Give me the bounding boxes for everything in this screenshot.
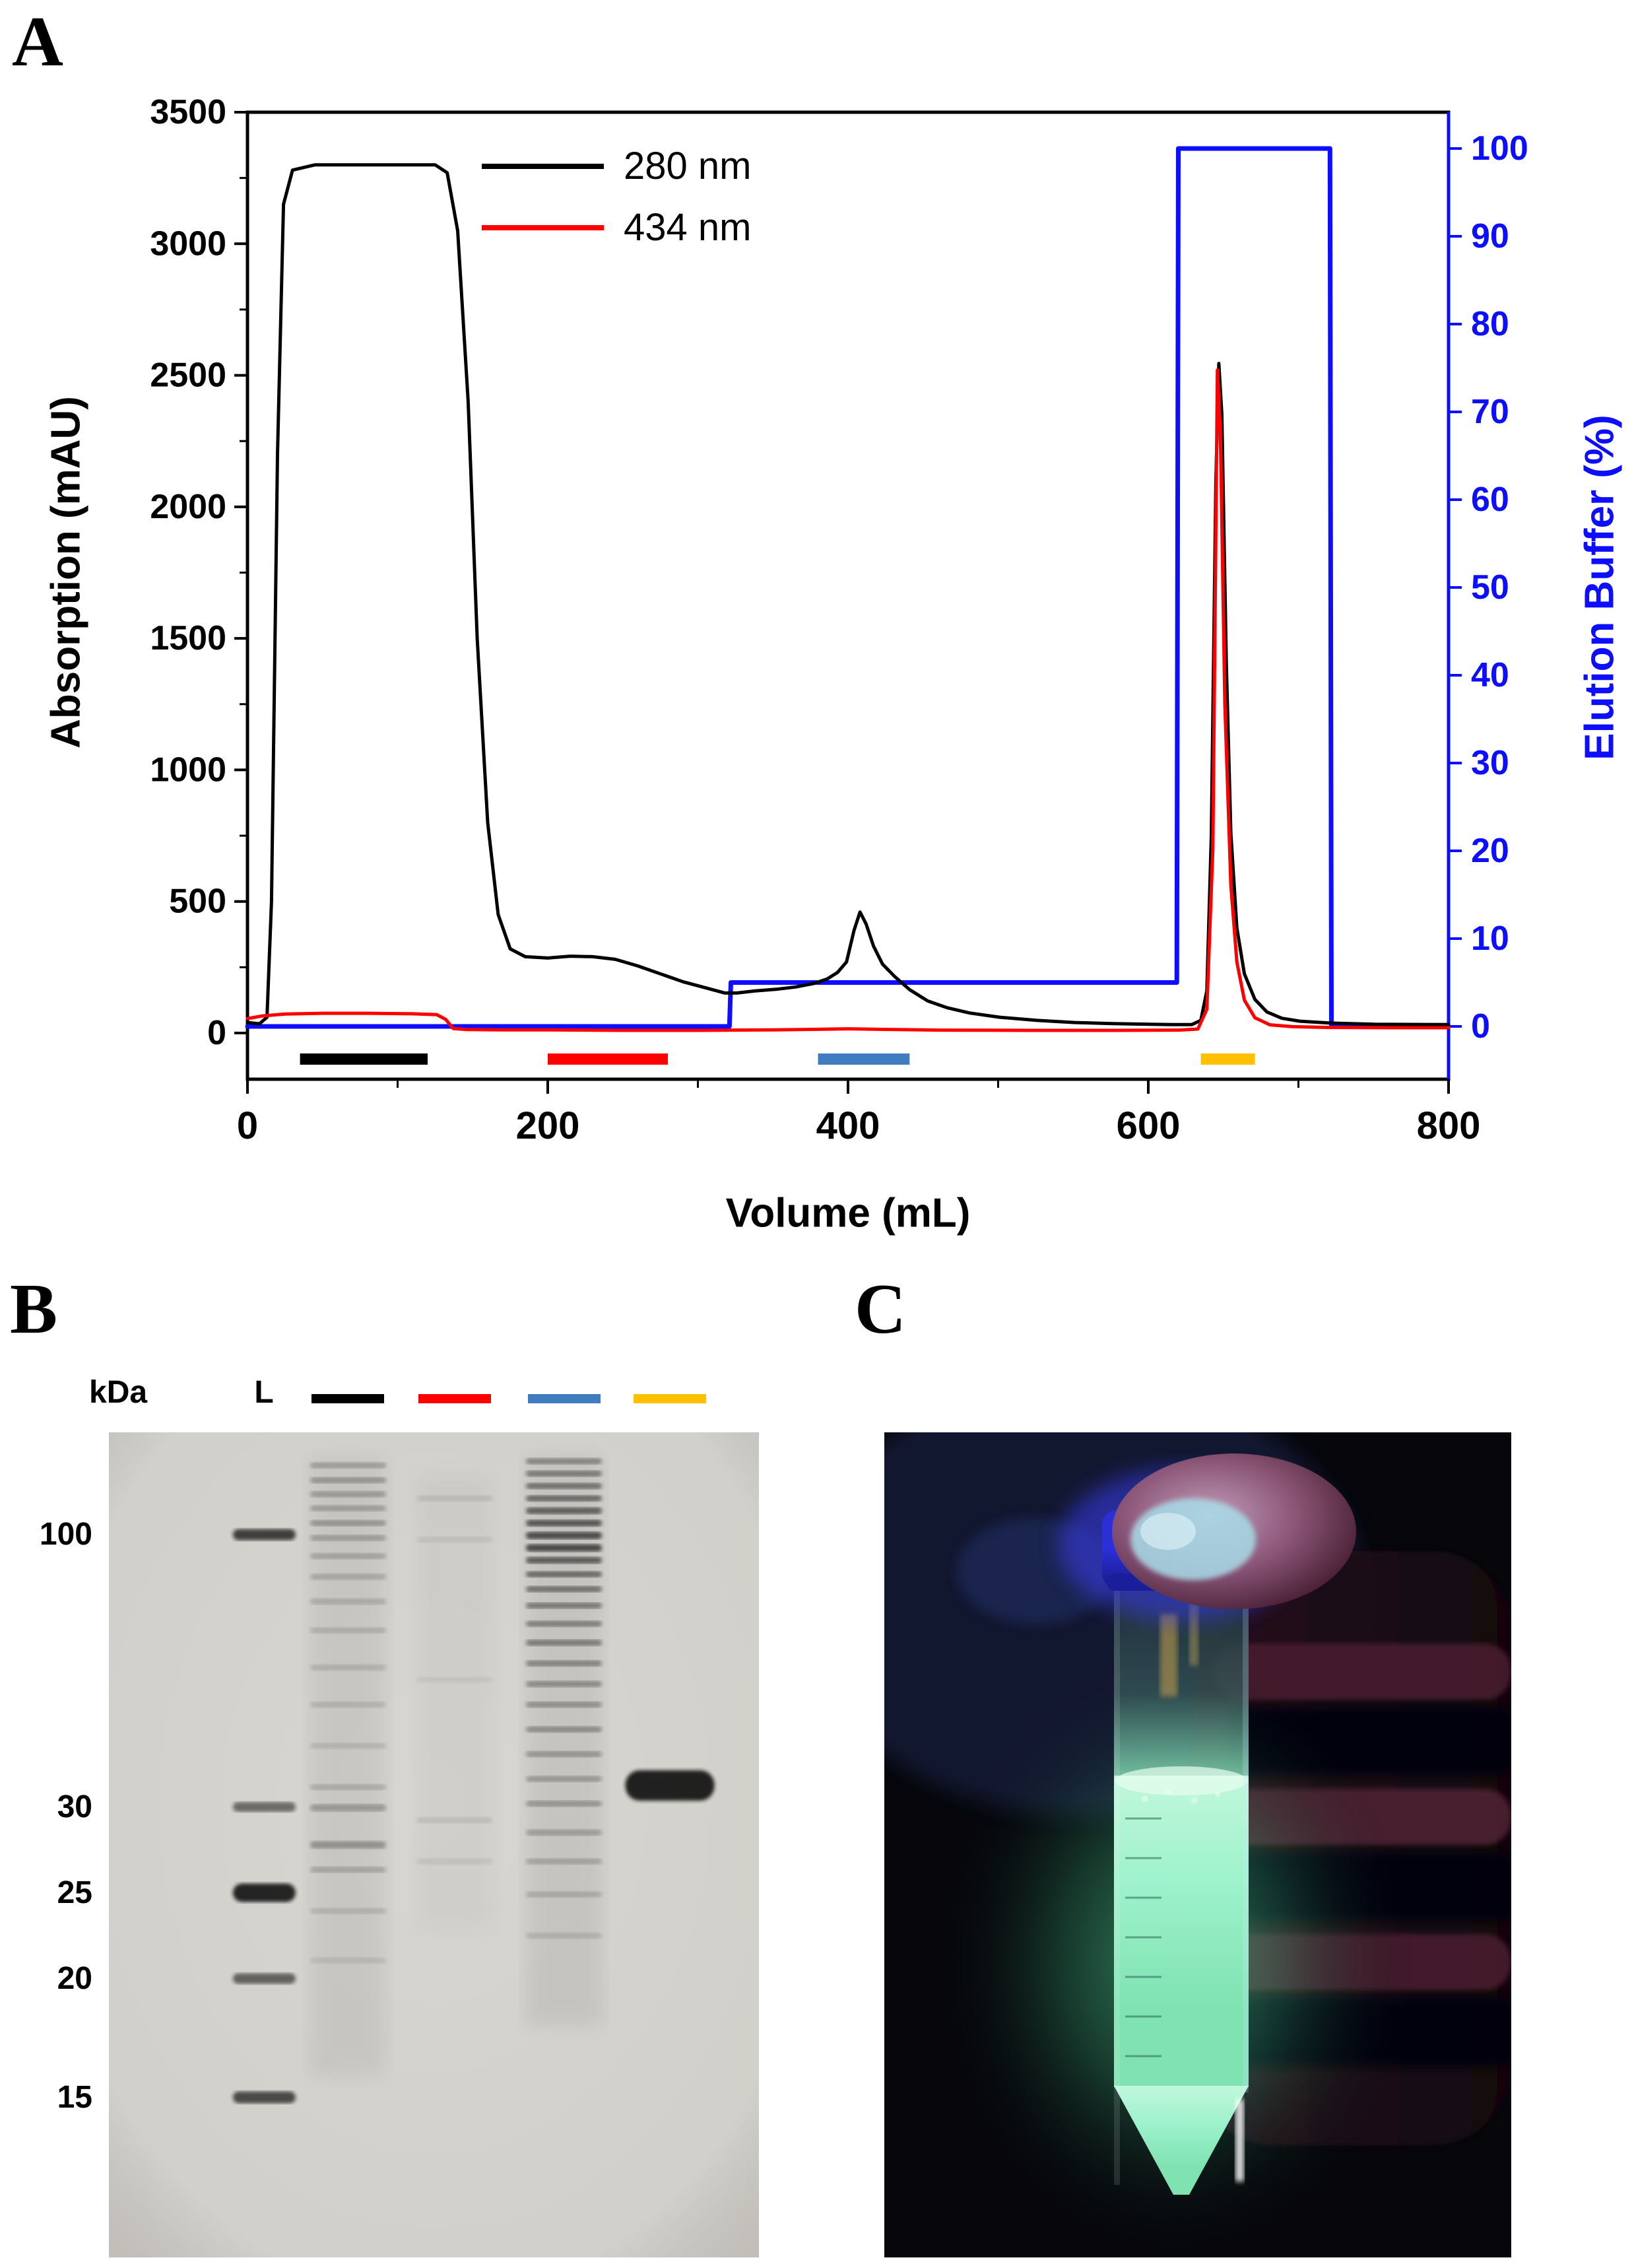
- gel-mw-label: 20: [57, 1960, 92, 1996]
- legend-item-434nm: 434 nm: [482, 205, 751, 250]
- left-axis-tick-label: 3500: [150, 93, 226, 131]
- left-axis-tick-label: 2500: [150, 356, 226, 395]
- right-axis-tick-label: 10: [1471, 919, 1509, 958]
- gel-mw-label: 25: [57, 1875, 92, 1910]
- x-axis-tick-label: 200: [516, 1104, 580, 1147]
- legend-swatch-434nm: [482, 224, 604, 230]
- fraction-bar: [1200, 1053, 1255, 1065]
- series-elution-buffer: [245, 146, 1451, 1029]
- legend-label-280nm: 280 nm: [624, 145, 752, 187]
- right-axis-tick-label: 70: [1471, 393, 1509, 431]
- fraction-bar: [548, 1053, 668, 1065]
- chromatogram-chart: 0500100015002000250030003500010203040506…: [150, 93, 1528, 1147]
- left-axis-tick-label: 1000: [150, 750, 226, 789]
- x-axis-title: Volume (mL): [725, 1190, 971, 1236]
- panel-c-label: C: [855, 1270, 906, 1349]
- left-axis-tick-label: 2000: [150, 488, 226, 526]
- left-axis-title: Absorption (mAU): [43, 396, 89, 749]
- x-axis-tick-label: 600: [1117, 1104, 1181, 1147]
- chart-frame: [245, 110, 1451, 1081]
- gel-ladder-lane-label: L: [254, 1375, 274, 1410]
- gel-mw-label: 30: [57, 1789, 92, 1824]
- left-axis-tick-label: 1500: [150, 619, 226, 657]
- highlight-streak: [1235, 2099, 1244, 2182]
- legend-item-280nm: 280 nm: [482, 144, 751, 188]
- lane-marker: [527, 1394, 601, 1403]
- lane-marker: [311, 1394, 385, 1403]
- gel-vignette: [109, 1432, 759, 2257]
- right-axis-tick-label: 90: [1471, 217, 1509, 255]
- lane-marker: [634, 1394, 707, 1403]
- thumb-nail-highlight: [1140, 1513, 1196, 1550]
- right-axis-tick-label: 50: [1471, 568, 1509, 607]
- right-axis-tick-label: 40: [1471, 656, 1509, 694]
- tube-graduations: [1125, 1817, 1161, 2057]
- series-434-nm: [245, 368, 1451, 1032]
- legend-swatch-280nm: [482, 163, 604, 169]
- tube-tip: [1114, 2086, 1249, 2195]
- series-280-nm: [245, 163, 1451, 1026]
- x-axis-tick-label: 0: [237, 1104, 258, 1147]
- fraction-bar: [818, 1053, 910, 1065]
- gel-image: [109, 1432, 759, 2257]
- tube-reflection: [1160, 1614, 1177, 1696]
- left-axis-tick-label: 500: [169, 883, 226, 921]
- lane-marker: [418, 1394, 492, 1403]
- tube-edge-highlight: [1114, 1591, 1120, 2185]
- left-axis-tick-label: 3000: [150, 224, 226, 263]
- right-axis-tick-label: 100: [1471, 129, 1528, 168]
- chart-legend: 280 nm 434 nm: [482, 144, 751, 250]
- gel-mw-label: 15: [57, 2079, 92, 2115]
- right-axis-tick-label: 60: [1471, 481, 1509, 519]
- left-axis-tick-label: 0: [207, 1014, 226, 1052]
- right-axis-title: Elution Buffer (%): [1577, 415, 1623, 760]
- fraction-bar: [300, 1053, 428, 1065]
- x-axis-tick-label: 800: [1417, 1104, 1481, 1147]
- gel-kda-header: kDa: [89, 1375, 148, 1410]
- right-axis-tick-label: 0: [1471, 1007, 1490, 1046]
- tube: [1114, 1587, 1249, 2195]
- right-axis-tick-label: 20: [1471, 832, 1509, 870]
- panel-a-label: A: [12, 3, 63, 81]
- gel-mw-label: 100: [39, 1517, 92, 1552]
- liquid-surface-froth: [1115, 1766, 1247, 1795]
- panel-b-label: B: [10, 1270, 58, 1349]
- right-axis-tick-label: 30: [1471, 744, 1509, 782]
- thumb: [1112, 1453, 1356, 1609]
- tube-liquid: [1114, 1776, 1249, 2087]
- right-axis-tick-label: 80: [1471, 305, 1509, 343]
- tube-edge-highlight: [1243, 1591, 1249, 2092]
- legend-label-434nm: 434 nm: [624, 206, 752, 249]
- finger-ridge: [1214, 1644, 1511, 1700]
- x-axis-tick-label: 400: [816, 1104, 880, 1147]
- uv-tube-photo: [884, 1432, 1511, 2257]
